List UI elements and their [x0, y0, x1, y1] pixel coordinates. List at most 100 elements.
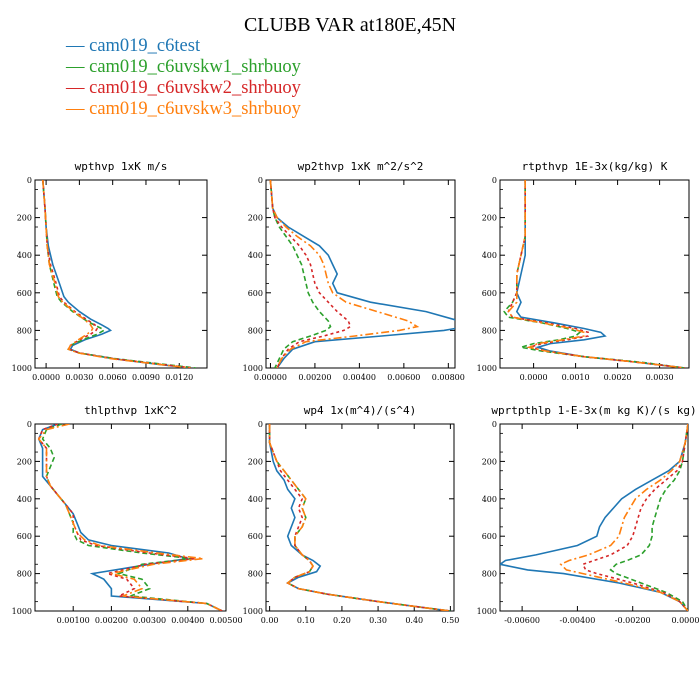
series-line-1	[515, 180, 685, 368]
x-tick-label: 0.30	[369, 616, 387, 625]
plot-frame	[265, 423, 455, 612]
series-line-3	[507, 180, 685, 368]
y-tick-label: 600	[482, 532, 497, 541]
legend-item-3: — cam019_c6uvskw2_shrbuoy	[66, 78, 301, 99]
x-tick-label: 0.00400	[343, 373, 376, 382]
y-tick-label: 400	[482, 251, 497, 260]
series-line-3	[581, 424, 688, 611]
plot-frame	[34, 423, 227, 612]
series-line-1	[269, 180, 455, 368]
series-line-1	[500, 424, 688, 611]
x-tick-label: 0.0120	[165, 373, 193, 382]
y-tick-label: 800	[482, 326, 497, 335]
y-tick-label: 400	[17, 251, 32, 260]
x-tick-label: 0.00000	[671, 616, 700, 625]
legend-label: cam019_c6uvskw2_shrbuoy	[89, 78, 301, 98]
y-tick-label: 0	[27, 176, 32, 185]
panel-3: rtpthvp 1E-3x(kg/kg) K 0 200 400 600 800 1000 0…	[477, 160, 690, 382]
panel-title: wp2thvp 1xK m^2/s^2	[298, 160, 424, 173]
series-line-3	[268, 424, 451, 611]
series-line-2	[42, 180, 196, 368]
y-tick-label: 1000	[243, 364, 263, 373]
y-tick-label: 600	[248, 289, 263, 298]
legend-label: cam019_c6uvskw1_shrbuoy	[89, 57, 301, 77]
y-tick-label: 400	[17, 495, 32, 504]
legend-line-swatch: —	[66, 78, 90, 98]
panel-title: thlpthvp 1xK^2	[84, 404, 177, 417]
series-line-1	[37, 424, 223, 611]
legend-line-swatch: —	[66, 99, 90, 119]
x-tick-label: 0.00200	[95, 616, 128, 625]
panel-title: wpthvp 1xK m/s	[75, 160, 168, 173]
x-tick-label: 0.00300	[133, 616, 166, 625]
x-tick-label: 0.0030	[646, 373, 674, 382]
legend-label: cam019_c6test	[89, 36, 201, 56]
series-line-3	[37, 424, 223, 611]
plot-frame	[499, 423, 689, 612]
x-tick-label: 0.0000	[520, 373, 548, 382]
y-tick-label: 600	[482, 289, 497, 298]
series-line-1	[42, 180, 191, 368]
x-tick-label: 0.0020	[604, 373, 632, 382]
series-line-2	[503, 180, 685, 368]
y-tick-label: 1000	[12, 364, 32, 373]
series-line-2	[269, 180, 332, 368]
y-tick-label: 200	[248, 457, 263, 466]
y-tick-label: 1000	[243, 607, 263, 616]
x-tick-label: 0.00500	[209, 616, 242, 625]
y-tick-label: 400	[248, 495, 263, 504]
series-line-1	[268, 424, 451, 611]
x-tick-label: 0.00	[261, 616, 279, 625]
series-line-4	[42, 180, 191, 368]
legend-item-2: — cam019_c6uvskw1_shrbuoy	[66, 57, 301, 78]
series-line-2	[268, 424, 451, 611]
series-line-4	[37, 424, 223, 611]
y-tick-label: 200	[17, 457, 32, 466]
x-tick-label: 0.00400	[171, 616, 204, 625]
x-tick-label: 0.00800	[432, 373, 465, 382]
panel-title: rtpthvp 1E-3x(kg/kg) K	[522, 160, 668, 173]
y-tick-label: 200	[17, 214, 32, 223]
legend-item-4: — cam019_c6uvskw3_shrbuoy	[66, 99, 301, 120]
x-tick-label: 0.0060	[99, 373, 127, 382]
legend-line-swatch: —	[66, 57, 90, 77]
y-tick-label: 1000	[477, 607, 497, 616]
series-line-2	[41, 424, 223, 611]
y-tick-label: 800	[482, 570, 497, 579]
plot-frame	[265, 179, 456, 369]
y-tick-label: 1000	[12, 607, 32, 616]
x-tick-label: 0.00600	[387, 373, 420, 382]
y-tick-label: 800	[17, 326, 32, 335]
y-tick-label: 600	[17, 532, 32, 541]
x-tick-label: 0.00200	[298, 373, 331, 382]
y-tick-label: 0	[27, 420, 32, 429]
panel-6: wprtpthlp 1-E-3x(m kg K)/(s kg) 0 200 400 60…	[477, 404, 700, 625]
legend-item-1: — cam019_c6test	[66, 36, 301, 57]
y-tick-label: 1000	[477, 364, 497, 373]
y-tick-label: 200	[482, 214, 497, 223]
legend-label: cam019_c6uvskw3_shrbuoy	[89, 99, 301, 119]
y-tick-label: 800	[248, 570, 263, 579]
plot-frame	[499, 179, 690, 369]
series-line-2	[609, 424, 688, 611]
x-tick-label: -0.00200	[615, 616, 651, 625]
x-tick-label: 0.00100	[57, 616, 90, 625]
panel-title: wprtpthlp 1-E-3x(m kg K)/(s kg)	[491, 404, 696, 417]
x-tick-label: 0.0090	[132, 373, 160, 382]
series-line-4	[507, 180, 685, 368]
plot-frame	[34, 179, 208, 369]
x-tick-label: 0.00000	[254, 373, 287, 382]
y-tick-label: 800	[17, 570, 32, 579]
y-tick-label: 0	[258, 176, 263, 185]
series-line-3	[42, 180, 193, 368]
series-line-4	[559, 424, 688, 611]
x-tick-label: 0.20	[333, 616, 351, 625]
legend-line-swatch: —	[66, 36, 90, 56]
x-tick-label: 0.0000	[32, 373, 60, 382]
panel-title: wp4 1x(m^4)/(s^4)	[304, 404, 417, 417]
series-line-3	[269, 180, 352, 368]
x-tick-label: -0.00400	[560, 616, 596, 625]
x-tick-label: 0.0030	[65, 373, 93, 382]
panel-2: wp2thvp 1xK m^2/s^2020040060080010000.00…	[243, 160, 465, 382]
